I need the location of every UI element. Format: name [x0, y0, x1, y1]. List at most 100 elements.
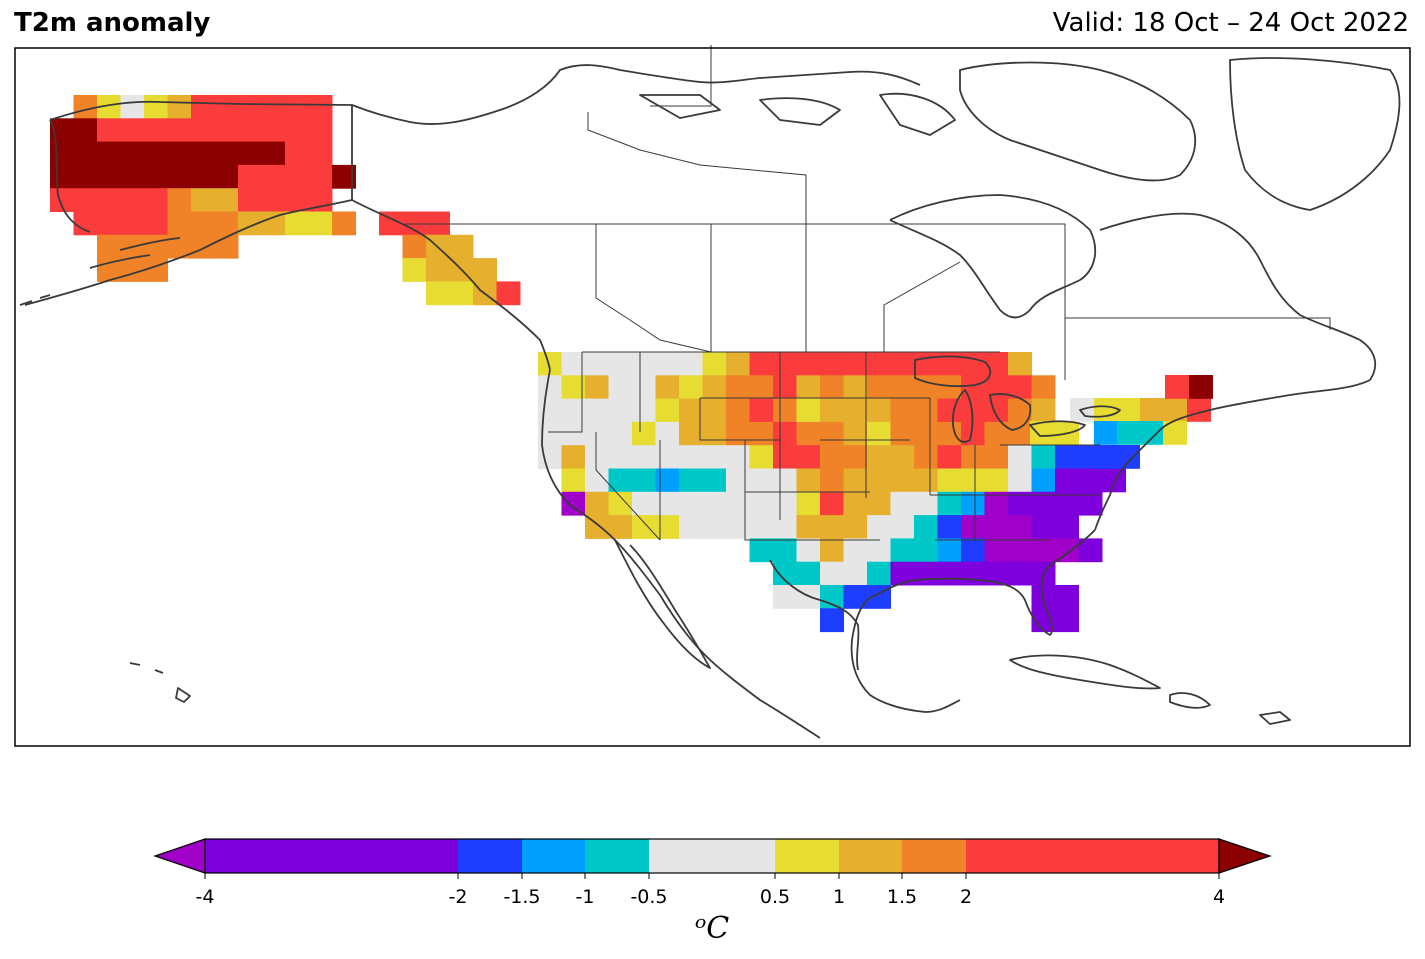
anomaly-cell [890, 491, 915, 516]
anomaly-cell [890, 538, 915, 563]
anomaly-cell [867, 515, 891, 539]
anomaly-cell [402, 258, 427, 282]
anomaly-cell [538, 375, 562, 400]
anomaly-cell [961, 491, 985, 516]
colorbar-tick-label: -4 [196, 886, 215, 908]
anomaly-cell [1096, 445, 1120, 469]
anomaly-cell [726, 515, 750, 539]
colorbar-frame [204, 838, 1220, 874]
anomaly-cell [632, 468, 656, 493]
colorbar-segment [205, 839, 458, 873]
anomaly-cell [796, 445, 821, 469]
anomaly-cell [961, 515, 985, 539]
anomaly-cell [1052, 421, 1076, 445]
anomaly-cell [796, 375, 821, 400]
anomaly-cell [843, 561, 868, 586]
valid-period: Valid: 18 Oct – 24 Oct 2022 [1052, 8, 1409, 38]
colorbar-tick-label: -1 [576, 886, 595, 908]
anomaly-cell [50, 188, 168, 212]
anomaly-cell [843, 445, 868, 469]
anomaly-cell [561, 352, 586, 376]
anomaly-cell [820, 352, 844, 376]
anomaly-cell [749, 375, 774, 400]
anomaly-cell [655, 468, 680, 493]
anomaly-cell [984, 468, 1009, 493]
anomaly-cell [561, 421, 586, 446]
anomaly-cell [914, 561, 938, 586]
anomaly-cell [402, 234, 427, 259]
anomaly-cell [585, 421, 609, 446]
anomaly-cell [585, 491, 609, 516]
anomaly-cell [214, 234, 239, 259]
anomaly-cell [561, 491, 586, 516]
anomaly-cell [632, 515, 656, 539]
anomaly-cell [820, 445, 844, 469]
anomaly-cell [426, 258, 474, 282]
colorbar-unit-label: ᵒC [695, 911, 730, 946]
anomaly-cell [867, 538, 891, 563]
anomaly-cell [167, 188, 192, 212]
anomaly-cell [97, 258, 168, 282]
colorbar-segment [585, 839, 649, 873]
anomaly-cell [632, 445, 656, 469]
anomaly-cell [702, 445, 727, 469]
anomaly-cell [679, 515, 703, 539]
anomaly-map [14, 45, 1411, 747]
colorbar-segment [902, 839, 966, 873]
anomaly-cell [1008, 398, 1032, 423]
anomaly-cell [773, 468, 797, 493]
anomaly-cell [679, 352, 703, 376]
anomaly-cell [632, 352, 656, 376]
anomaly-cell [820, 608, 844, 633]
anomaly-cell [749, 468, 774, 493]
anomaly-cell [1078, 491, 1103, 516]
anomaly-cell [1030, 421, 1054, 445]
anomaly-cell [144, 95, 168, 119]
anomaly-cell [843, 538, 868, 563]
colorbar-tick-label: 1 [833, 886, 845, 908]
anomaly-cell [890, 398, 915, 423]
anomaly-cell [937, 561, 962, 586]
anomaly-cell [679, 421, 703, 446]
anomaly-cell [679, 491, 703, 516]
anomaly-cell [890, 445, 915, 469]
anomaly-cell [608, 352, 633, 376]
anomaly-cell [937, 491, 962, 516]
anomaly-cell [1078, 468, 1103, 493]
anomaly-cell [984, 561, 1009, 586]
anomaly-cell [1094, 398, 1118, 422]
anomaly-cell [867, 352, 891, 376]
anomaly-cell [191, 188, 239, 212]
anomaly-cell [726, 375, 750, 400]
map-frame [14, 47, 1411, 747]
anomaly-cell [796, 352, 821, 376]
anomaly-cell [332, 164, 356, 189]
anomaly-cell [655, 491, 680, 516]
anomaly-cell [867, 491, 891, 516]
anomaly-cell [937, 375, 962, 400]
colorbar-tick-label: 2 [960, 886, 972, 908]
anomaly-cell [937, 445, 962, 469]
anomaly-cell [538, 398, 562, 423]
anomaly-cell [820, 468, 844, 493]
anomaly-cell [585, 352, 609, 376]
anomaly-grid [50, 95, 1213, 633]
anomaly-cell [1031, 468, 1056, 493]
anomaly-cell [984, 375, 1009, 400]
anomaly-cell [561, 375, 586, 400]
colorbar-tick-label: 0.5 [760, 886, 790, 908]
anomaly-cell [561, 398, 586, 423]
anomaly-cell [961, 538, 985, 563]
anomaly-cell [632, 491, 656, 516]
anomaly-cell [796, 515, 821, 539]
anomaly-cell [726, 421, 750, 446]
anomaly-cell [773, 491, 797, 516]
anomaly-cell [773, 538, 797, 563]
anomaly-cell [820, 375, 844, 400]
anomaly-cell [961, 352, 985, 376]
anomaly-cell [1031, 375, 1056, 400]
anomaly-cell [1102, 468, 1126, 493]
anomaly-cell [702, 515, 727, 539]
anomaly-cell [702, 421, 727, 446]
anomaly-cell [961, 398, 985, 423]
